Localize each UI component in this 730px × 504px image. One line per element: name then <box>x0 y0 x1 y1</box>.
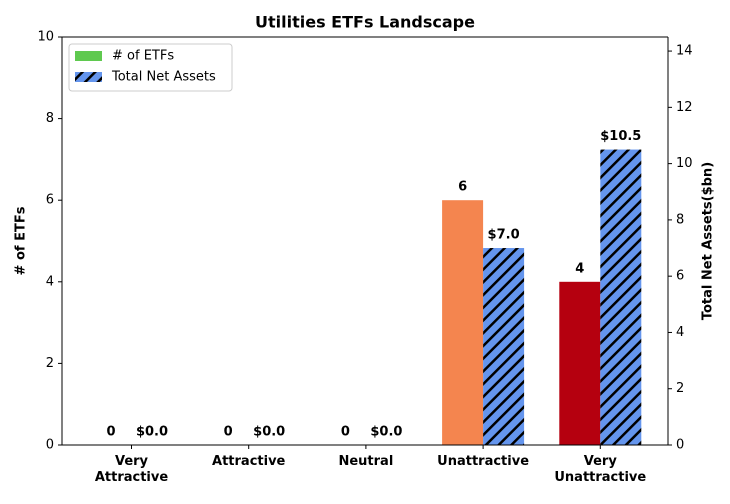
y2-tick-label: 12 <box>676 100 693 115</box>
legend-swatch <box>75 51 102 61</box>
value-label: 0 <box>224 425 233 440</box>
value-label: 4 <box>575 261 584 276</box>
y-tick-label: 10 <box>37 30 54 45</box>
x-tick-label: Neutral <box>338 454 393 469</box>
value-label: $7.0 <box>488 228 520 243</box>
legend-box <box>68 43 233 92</box>
y2-tick-label: 14 <box>676 44 693 59</box>
x-tick-label: Very Attractive <box>95 454 169 485</box>
y-axis-label: # of ETFs <box>14 206 29 275</box>
value-label: $0.0 <box>136 425 168 440</box>
value-label: 6 <box>458 180 467 195</box>
x-tick-label: Unattractive <box>437 454 529 469</box>
bar <box>600 149 642 445</box>
y-tick-label: 0 <box>46 438 54 453</box>
value-label: $0.0 <box>370 425 402 440</box>
y2-tick-label: 2 <box>676 381 684 396</box>
value-label: $0.0 <box>253 425 285 440</box>
y-tick-label: 4 <box>46 274 54 289</box>
value-label: 0 <box>341 425 350 440</box>
value-label: $10.5 <box>600 129 641 144</box>
value-label: 0 <box>106 425 115 440</box>
legend-label: # of ETFs <box>112 49 174 64</box>
y2-tick-label: 8 <box>676 212 684 227</box>
y-tick-label: 8 <box>46 111 54 126</box>
x-tick-label: Attractive <box>212 454 286 469</box>
legend-label: Total Net Assets <box>111 70 216 85</box>
y-tick-label: 2 <box>46 356 54 371</box>
y-tick-label: 6 <box>46 193 54 208</box>
y2-tick-label: 4 <box>676 325 684 340</box>
y2-tick-label: 6 <box>676 269 684 284</box>
bar <box>442 200 484 445</box>
bar <box>559 281 601 445</box>
y2-tick-label: 0 <box>676 438 684 453</box>
bar <box>483 248 525 445</box>
y2-axis-label: Total Net Assets($bn) <box>701 162 716 320</box>
x-tick-label: Very Unattractive <box>554 454 646 485</box>
legend-swatch <box>75 72 102 82</box>
y2-tick-label: 10 <box>676 156 693 171</box>
chart-title: Utilities ETFs Landscape <box>255 13 475 32</box>
